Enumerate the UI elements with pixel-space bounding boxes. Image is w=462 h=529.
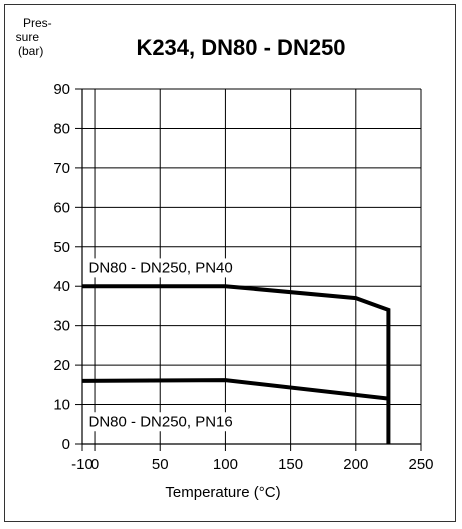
axis-ticks: 0 10 20 30 40 50 60 70 80 90 -100 50 100 150 200 250	[53, 81, 433, 473]
series-label-bg-pn16	[85, 412, 236, 432]
x-tick-label--10: -10	[71, 456, 93, 473]
y-axis-label-line-3: (bar)	[18, 44, 43, 58]
chart-title: K234, DN80 - DN250	[136, 35, 345, 60]
series-label-pn16: DN80 - DN250, PN16	[89, 413, 233, 430]
y-tick-label-60: 60	[53, 199, 70, 216]
x-tick-label-250: 250	[408, 456, 433, 473]
x-tick-label-100: 100	[213, 456, 238, 473]
y-tick-label-40: 40	[53, 278, 70, 295]
x-tick-label-200: 200	[343, 456, 368, 473]
y-tick-label-0: 0	[62, 436, 70, 453]
y-tick-label-10: 10	[53, 397, 70, 414]
pressure-temperature-chart: K234, DN80 - DN250 Pres- sure (bar) 0 10 2…	[16, 16, 434, 501]
x-tick-label-0: 0	[91, 456, 99, 473]
y-tick-label-20: 20	[53, 357, 70, 374]
x-tick-label-150: 150	[278, 456, 303, 473]
series-line-pn16	[81, 378, 389, 401]
x-axis-label: Temperature (°C)	[165, 484, 280, 501]
y-axis-label-line-1: Pres-	[23, 16, 52, 30]
y-axis-label-line-2: sure	[16, 30, 40, 44]
x-tick-label-50: 50	[152, 456, 169, 473]
y-tick-label-90: 90	[53, 81, 70, 98]
series-lines	[81, 284, 391, 445]
grid	[81, 88, 422, 445]
y-tick-label-50: 50	[53, 239, 70, 256]
series-label-pn40: DN80 - DN250, PN40	[89, 259, 233, 276]
chart-frame: K234, DN80 - DN250 Pres- sure (bar) 0 10 2…	[4, 4, 456, 522]
y-tick-label-30: 30	[53, 318, 70, 335]
series-label-bg-pn40	[85, 258, 236, 278]
y-tick-label-70: 70	[53, 160, 70, 177]
y-tick-label-80: 80	[53, 120, 70, 137]
